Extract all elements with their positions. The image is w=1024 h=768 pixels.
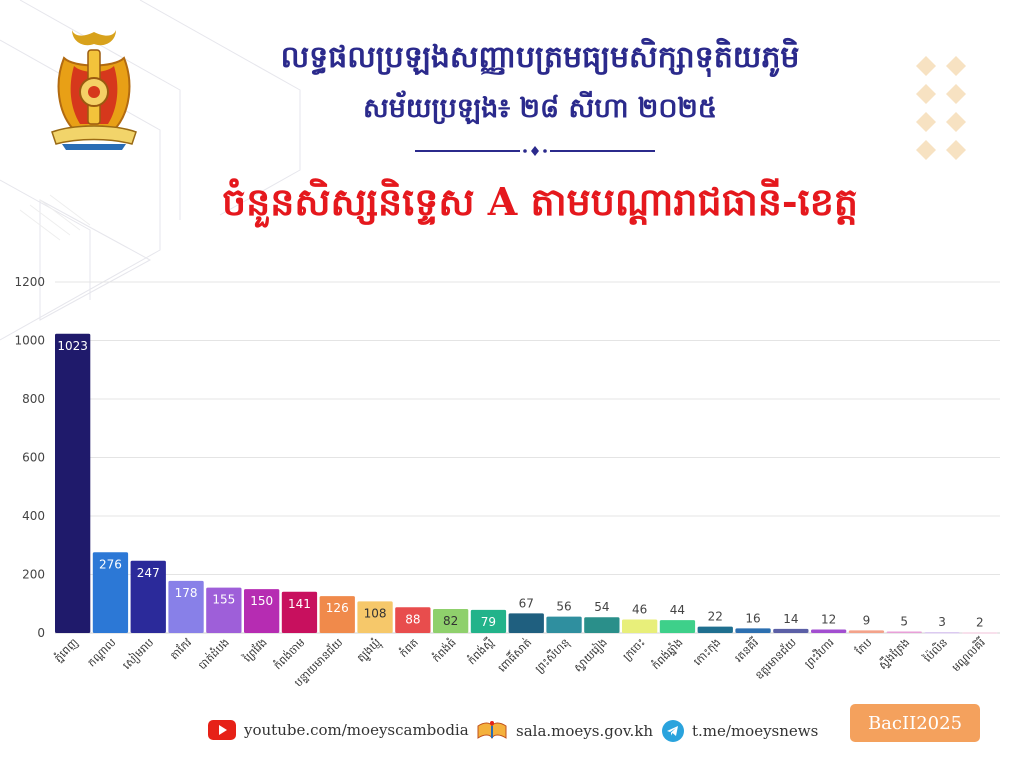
data-label: 178 xyxy=(175,586,198,600)
data-label: 108 xyxy=(364,606,387,620)
data-label: 79 xyxy=(481,615,496,629)
data-label: 67 xyxy=(519,596,534,610)
data-label: 5 xyxy=(900,615,908,629)
x-tick-label: កែប xyxy=(852,635,874,657)
data-label: 3 xyxy=(938,615,946,629)
bar xyxy=(470,609,507,633)
data-label: 16 xyxy=(745,611,760,625)
y-tick-label: 200 xyxy=(22,568,45,582)
bar xyxy=(395,607,431,633)
bar xyxy=(319,596,355,633)
data-label: 126 xyxy=(326,601,349,615)
data-label: 14 xyxy=(783,612,798,626)
x-tick-label: បាត់ដំបង xyxy=(195,635,232,672)
footer: youtube.com/moeyscambodia sala.moeys.gov… xyxy=(0,712,1024,752)
data-label: 12 xyxy=(821,612,836,626)
emblem-logo xyxy=(51,30,137,150)
bar xyxy=(811,629,847,633)
x-tick-label: ភ្នំពេញ xyxy=(51,635,81,665)
exam-session-date: សម័យប្រឡង៖ ២៨ សីហា ២០២៥ xyxy=(363,93,717,124)
x-tick-label: ព្រៃវែង xyxy=(240,635,270,665)
bar xyxy=(206,587,242,633)
bar xyxy=(886,631,922,633)
x-tick-label: កំពង់ធំ xyxy=(429,635,459,665)
x-tick-label: កំពង់ចាម xyxy=(271,635,308,672)
y-tick-label: 600 xyxy=(22,451,45,465)
data-label: 2 xyxy=(976,615,984,629)
x-tick-label: ត្បូងឃ្មុំ xyxy=(354,635,385,666)
bar xyxy=(168,580,204,633)
y-tick-label: 400 xyxy=(22,509,45,523)
bar xyxy=(962,632,998,634)
data-label: 9 xyxy=(863,613,871,627)
x-tick-label: កំពង់ឆ្នាំង xyxy=(649,635,686,672)
bar xyxy=(244,589,280,633)
bar xyxy=(924,632,960,634)
book-logo-icon xyxy=(477,721,507,740)
bar xyxy=(659,620,696,633)
bar-chart: 0 200 400 600 800 1000 1200 1023 ភ្នំពេញ 276 កណ្ដា… xyxy=(14,275,1000,690)
website-url: sala.moeys.gov.kh xyxy=(516,722,654,740)
data-label: 150 xyxy=(250,594,273,608)
data-label: 46 xyxy=(632,603,647,617)
bar xyxy=(508,613,544,633)
bar xyxy=(848,630,885,633)
bar xyxy=(55,333,91,633)
data-label: 155 xyxy=(212,593,235,607)
data-label: 56 xyxy=(556,600,571,614)
title-divider xyxy=(415,146,655,156)
x-tick-label: កំពត xyxy=(396,635,421,660)
x-tick-label: ស្ទឹងត្រែង xyxy=(875,635,912,672)
bar xyxy=(697,626,733,633)
data-label: 276 xyxy=(99,557,122,571)
data-label: 88 xyxy=(405,612,420,626)
bar xyxy=(546,616,582,633)
x-tick-label: ស្វាយរៀង xyxy=(571,635,611,675)
page-title: លទ្ធផលប្រឡងសញ្ញាបត្រមធ្យមសិក្សាទុតិយភូមិ xyxy=(280,40,800,75)
bar xyxy=(584,617,620,633)
data-label: 247 xyxy=(137,566,160,580)
bar xyxy=(622,619,658,633)
youtube-link[interactable]: youtube.com/moeyscambodia xyxy=(208,720,469,740)
data-label: 141 xyxy=(288,597,311,611)
x-tick-label: ព្រះសីហនុ xyxy=(532,635,573,676)
telegram-link[interactable]: t.me/moeysnews xyxy=(662,720,818,742)
data-label: 44 xyxy=(670,603,685,617)
data-label: 1023 xyxy=(57,339,88,353)
x-tick-label: ប៉ៃលិន xyxy=(920,635,950,665)
x-tick-label: ក្រចេះ xyxy=(620,636,647,663)
data-label: 54 xyxy=(594,600,609,614)
y-tick-label: 1200 xyxy=(14,275,45,289)
bar xyxy=(130,560,166,633)
data-label: 22 xyxy=(708,610,723,624)
telegram-icon xyxy=(662,720,684,742)
youtube-url: youtube.com/moeyscambodia xyxy=(244,721,469,739)
x-tick-label: រតនគិរី xyxy=(732,635,762,665)
x-tick-label: សៀមរាប xyxy=(119,635,157,673)
x-tick-label: ឧត្តរមានជ័យ xyxy=(752,635,799,682)
bar xyxy=(735,628,771,633)
bar xyxy=(92,552,129,633)
x-tick-label: មណ្ឌលគិរី xyxy=(949,635,988,674)
bar xyxy=(357,601,393,633)
website-link[interactable]: sala.moeys.gov.kh xyxy=(476,720,653,742)
decorative-diamonds xyxy=(916,56,966,160)
x-tick-label: កោះកុង xyxy=(691,636,724,669)
y-tick-label: 0 xyxy=(37,626,45,640)
youtube-icon xyxy=(208,720,236,740)
x-tick-label: តាកែវ xyxy=(167,635,195,663)
bar xyxy=(433,609,469,633)
telegram-url: t.me/moeysnews xyxy=(692,722,819,740)
data-label: 82 xyxy=(443,614,458,628)
bar xyxy=(281,591,318,633)
x-tick-label: ពោធិ៍សាត់ xyxy=(494,635,534,675)
x-tick-label: កំពង់ស្ពឺ xyxy=(464,635,496,667)
bar xyxy=(773,628,809,633)
chart-heading: ចំនួនសិស្សនិទ្ទេស A តាមបណ្តារាជធានី-ខេត្… xyxy=(222,179,858,224)
y-tick-label: 1000 xyxy=(14,334,45,348)
y-tick-label: 800 xyxy=(22,392,45,406)
bacii-badge: BacII2025 xyxy=(850,704,980,742)
x-tick-label: កណ្ដាល xyxy=(85,636,118,669)
x-tick-label: ព្រះវិហារ xyxy=(801,635,836,670)
